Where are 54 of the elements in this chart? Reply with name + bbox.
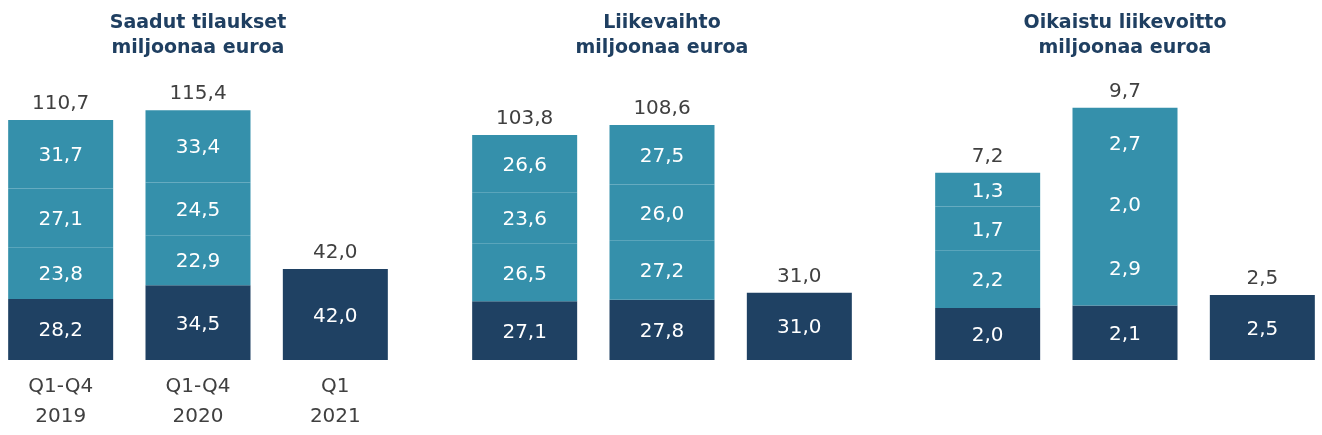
data-label: 1,7 (971, 216, 1004, 241)
chart-subtitle: miljoonaa euroa (1038, 34, 1212, 57)
total-label: 115,4 (169, 80, 227, 105)
bar (145, 285, 251, 360)
chart-title: Oikaistu liikevoitto (1023, 9, 1227, 32)
data-label: 24,5 (175, 197, 221, 222)
total-label: 103,8 (496, 105, 554, 130)
data-label: 33,4 (175, 134, 221, 159)
data-label: 2,0 (1109, 192, 1141, 216)
total-label: 108,6 (633, 94, 691, 119)
data-label: 2,9 (1109, 255, 1141, 280)
data-label: 27,2 (639, 258, 685, 283)
data-label: 27,1 (502, 318, 547, 343)
x-tick-label: Q1-Q4 2020 (165, 373, 231, 427)
data-label: 34,5 (175, 310, 221, 335)
bar (1209, 295, 1315, 360)
data-label: 1,3 (971, 177, 1004, 202)
total-label: 42,0 (313, 239, 358, 263)
data-label: 2,2 (971, 267, 1004, 292)
bar (609, 299, 715, 360)
data-label: 2,5 (1246, 315, 1279, 340)
data-label: 2,0 (971, 322, 1004, 346)
bar (282, 269, 388, 360)
data-label: 27,1 (38, 205, 83, 230)
total-label: 7,2 (971, 142, 1004, 167)
data-label: 26,0 (639, 200, 685, 225)
data-label: 31,0 (777, 314, 822, 339)
bar (935, 308, 1041, 360)
bar (1072, 305, 1178, 360)
total-label: 2,5 (1246, 265, 1279, 289)
total-label: 31,0 (777, 262, 822, 287)
data-label: 27,8 (639, 317, 685, 342)
bar (472, 301, 578, 360)
chart-title: Liikevaihto (603, 9, 721, 32)
bar (746, 292, 852, 360)
data-label: 2,7 (1109, 130, 1141, 155)
chart-subtitle: miljoonaa euroa (575, 34, 749, 57)
data-label: 26,5 (502, 260, 547, 285)
chart-subtitle: miljoonaa euroa (111, 34, 285, 57)
total-label: 9,7 (1109, 77, 1141, 102)
chart-title: Saadut tilaukset (109, 9, 287, 32)
data-label: 27,5 (639, 142, 685, 167)
data-label: 28,2 (38, 317, 83, 342)
x-tick-label: Q1 2021 (309, 373, 361, 427)
data-label: 42,0 (313, 302, 358, 327)
data-label: 22,9 (175, 248, 221, 273)
total-label: 110,7 (32, 89, 90, 114)
data-label: 26,6 (502, 151, 547, 176)
data-label: 31,7 (38, 142, 83, 167)
bar (8, 298, 114, 360)
data-label: 23,6 (502, 206, 547, 231)
data-label: 23,8 (38, 261, 83, 286)
data-label: 2,1 (1109, 320, 1141, 345)
x-tick-label: Q1-Q4 2019 (28, 373, 94, 427)
